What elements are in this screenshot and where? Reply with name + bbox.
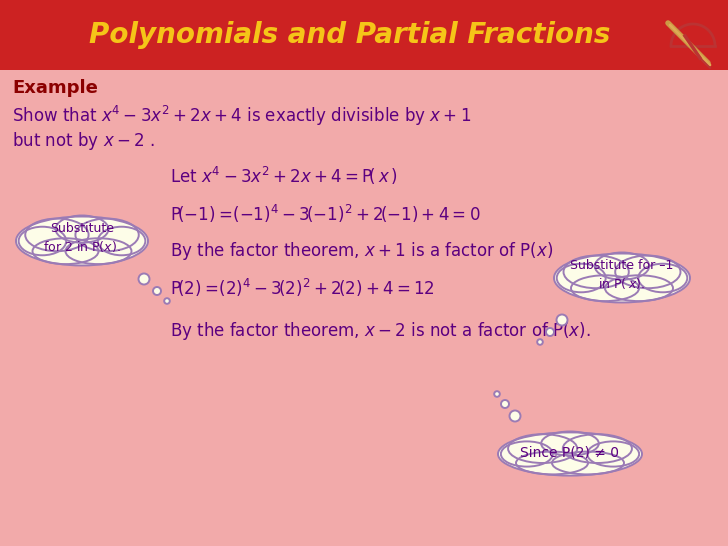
Ellipse shape [571,275,639,301]
FancyBboxPatch shape [0,0,728,70]
Ellipse shape [66,238,132,264]
Text: Let $x^4 - 3x^2 + 2x + 4 = \mathrm{P}\!\left(\,x\,\right)$: Let $x^4 - 3x^2 + 2x + 4 = \mathrm{P}\!\… [170,165,397,187]
Text: Polynomials and Partial Fractions: Polynomials and Partial Fractions [90,21,611,49]
Ellipse shape [33,238,98,264]
Text: Show that $x^4 - 3x^2 + 2x + 4$ is exactly divisible by $x + 1$: Show that $x^4 - 3x^2 + 2x + 4$ is exact… [12,104,471,128]
Circle shape [546,328,554,336]
Ellipse shape [554,253,690,302]
Ellipse shape [16,217,148,265]
Ellipse shape [595,252,649,280]
Text: By the factor theorem, $x - 2$ is not a factor of $\mathrm{P}(x)$.: By the factor theorem, $x - 2$ is not a … [170,320,590,342]
Circle shape [556,314,568,325]
Text: but not by $x - 2$ .: but not by $x - 2$ . [12,130,154,152]
Ellipse shape [508,434,577,463]
Ellipse shape [563,434,632,463]
Ellipse shape [638,264,687,292]
Circle shape [494,391,500,397]
Text: $\mathrm{P}\!\left(2\right) = \!\left(2\right)^4 - 3\!\left(2\right)^2 + 2\!\lef: $\mathrm{P}\!\left(2\right) = \!\left(2\… [170,277,435,299]
Circle shape [153,287,161,295]
Circle shape [537,339,543,345]
Ellipse shape [587,441,639,467]
Ellipse shape [76,218,139,251]
Text: Example: Example [12,79,98,97]
Ellipse shape [25,218,89,251]
Ellipse shape [501,441,553,467]
Circle shape [501,400,509,408]
Ellipse shape [19,227,66,256]
Ellipse shape [563,256,629,288]
Ellipse shape [55,216,108,243]
Ellipse shape [552,452,624,474]
Ellipse shape [605,275,673,301]
Ellipse shape [541,431,599,455]
Ellipse shape [557,264,606,292]
Circle shape [165,298,170,304]
Circle shape [138,274,149,284]
Text: Substitute
for 2 in P($x$).: Substitute for 2 in P($x$). [43,222,121,254]
Text: $\mathrm{P}\!\left(-1\right) = \!\left(-1\right)^4 - 3\!\left(-1\right)^2 + 2\!\: $\mathrm{P}\!\left(-1\right) = \!\left(-… [170,203,480,225]
Text: Substitute for –1
in P( $x$).: Substitute for –1 in P( $x$). [570,259,673,292]
Ellipse shape [498,432,642,476]
Ellipse shape [615,256,681,288]
Circle shape [510,411,521,422]
Text: Since P(2) ≠ 0: Since P(2) ≠ 0 [521,445,620,459]
Text: By the factor theorem, $x + 1$ is a factor of $\mathrm{P}(x)$: By the factor theorem, $x + 1$ is a fact… [170,240,553,262]
Ellipse shape [516,452,588,474]
Ellipse shape [98,227,146,256]
